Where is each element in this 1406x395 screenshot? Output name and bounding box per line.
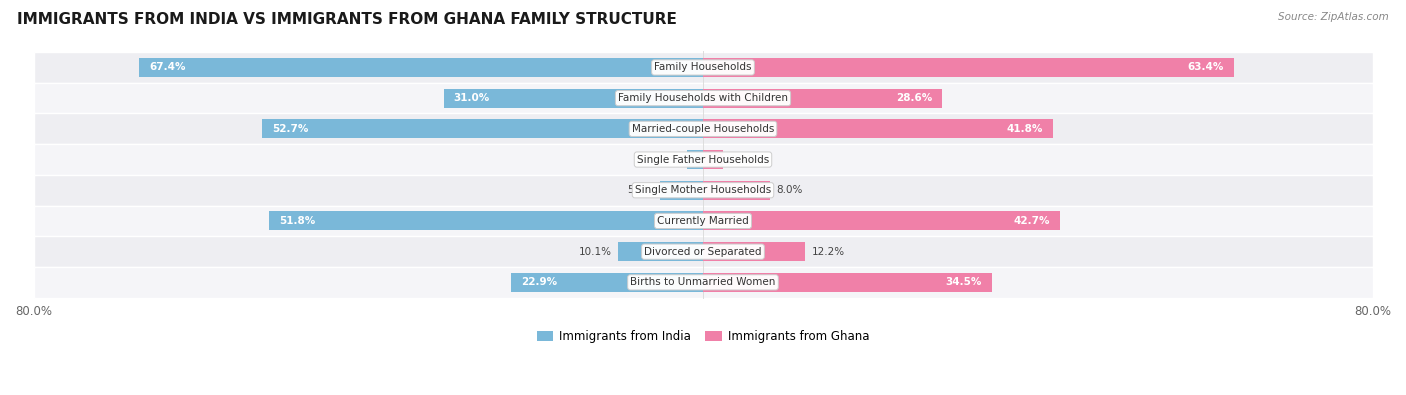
Bar [703, 119, 1053, 138]
Bar [703, 242, 806, 261]
Bar [34, 113, 1372, 144]
Text: Source: ZipAtlas.com: Source: ZipAtlas.com [1278, 12, 1389, 22]
Bar [703, 181, 770, 200]
Text: Currently Married: Currently Married [657, 216, 749, 226]
Bar [661, 181, 703, 200]
Bar [34, 267, 1372, 298]
Text: 51.8%: 51.8% [280, 216, 316, 226]
Bar [34, 205, 1372, 236]
Text: Family Households: Family Households [654, 62, 752, 72]
Text: 12.2%: 12.2% [811, 246, 845, 257]
Bar [139, 58, 703, 77]
Bar [688, 150, 703, 169]
Text: 42.7%: 42.7% [1014, 216, 1050, 226]
Legend: Immigrants from India, Immigrants from Ghana: Immigrants from India, Immigrants from G… [531, 325, 875, 348]
Text: 22.9%: 22.9% [522, 277, 558, 287]
Text: 28.6%: 28.6% [896, 93, 932, 103]
Text: 63.4%: 63.4% [1187, 62, 1223, 72]
Bar [34, 144, 1372, 175]
Text: Family Households with Children: Family Households with Children [619, 93, 787, 103]
Text: 41.8%: 41.8% [1007, 124, 1043, 134]
Text: Married-couple Households: Married-couple Households [631, 124, 775, 134]
Text: 5.1%: 5.1% [627, 185, 654, 195]
Text: 2.4%: 2.4% [730, 154, 756, 165]
Text: 1.9%: 1.9% [654, 154, 681, 165]
Text: IMMIGRANTS FROM INDIA VS IMMIGRANTS FROM GHANA FAMILY STRUCTURE: IMMIGRANTS FROM INDIA VS IMMIGRANTS FROM… [17, 12, 676, 27]
Bar [703, 211, 1060, 230]
Bar [34, 83, 1372, 113]
Bar [703, 273, 991, 292]
Text: Single Father Households: Single Father Households [637, 154, 769, 165]
Bar [703, 88, 942, 108]
Bar [262, 119, 703, 138]
Text: 8.0%: 8.0% [776, 185, 803, 195]
Text: Divorced or Separated: Divorced or Separated [644, 246, 762, 257]
Bar [34, 236, 1372, 267]
Bar [512, 273, 703, 292]
Bar [34, 175, 1372, 205]
Bar [443, 88, 703, 108]
Text: 52.7%: 52.7% [271, 124, 308, 134]
Bar [619, 242, 703, 261]
Text: 34.5%: 34.5% [945, 277, 981, 287]
Text: Single Mother Households: Single Mother Households [636, 185, 770, 195]
Text: Births to Unmarried Women: Births to Unmarried Women [630, 277, 776, 287]
Bar [703, 58, 1233, 77]
Text: 10.1%: 10.1% [579, 246, 612, 257]
Text: 31.0%: 31.0% [454, 93, 489, 103]
Bar [34, 52, 1372, 83]
Text: 67.4%: 67.4% [149, 62, 186, 72]
Bar [270, 211, 703, 230]
Bar [703, 150, 723, 169]
